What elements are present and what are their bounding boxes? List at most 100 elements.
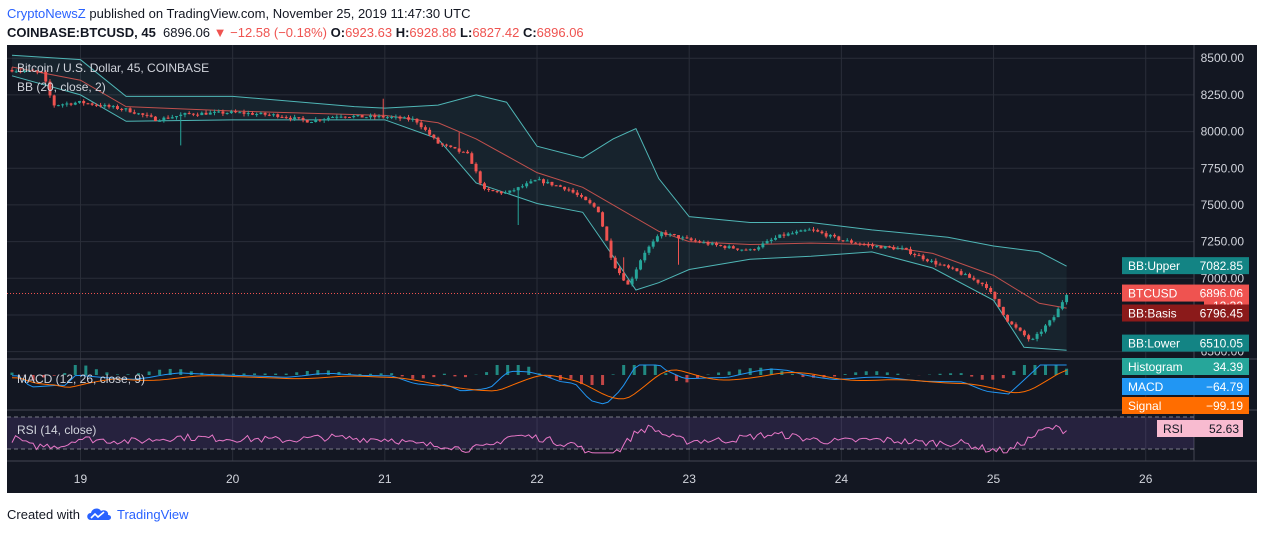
macd-histogram-bar xyxy=(42,375,46,378)
candle-body xyxy=(301,117,305,120)
candle-body xyxy=(356,115,360,117)
candle-body xyxy=(40,71,44,73)
macd-histogram-bar xyxy=(52,375,56,376)
candle-body xyxy=(1044,325,1047,332)
candle-body xyxy=(331,117,335,119)
value-label-background xyxy=(1122,334,1249,352)
chart-canvas[interactable]: 8500.00 8250.00 8000.00 7750.00 7500.00 7250.… xyxy=(7,45,1257,493)
candle-body xyxy=(263,112,267,115)
candle-body xyxy=(99,105,103,107)
candle-body xyxy=(925,259,929,262)
candle-body xyxy=(10,69,14,72)
candle-body xyxy=(369,115,373,118)
value-label-value: −64.79 xyxy=(1206,380,1243,394)
macd-histogram-bar xyxy=(833,375,837,377)
candle-body xyxy=(310,122,313,124)
candle-body xyxy=(575,192,579,196)
candle-body xyxy=(567,189,571,191)
candle-body xyxy=(120,108,124,110)
candle-body xyxy=(335,116,339,118)
candle-body xyxy=(339,116,343,118)
candle-body xyxy=(238,112,242,114)
value-label-value: 6510.05 xyxy=(1200,337,1244,351)
candle-body xyxy=(841,240,845,242)
candle-body xyxy=(875,246,879,248)
tradingview-link[interactable]: TradingView xyxy=(116,506,189,522)
x-axis-tick-label: 21 xyxy=(378,472,392,486)
candle-body xyxy=(255,114,259,116)
candle-body xyxy=(280,116,284,118)
candle-body xyxy=(752,249,756,251)
candle-body xyxy=(107,104,111,107)
candle-body xyxy=(795,231,799,234)
candle-body xyxy=(250,113,254,115)
y-axis-tick-label: 7000.00 xyxy=(1201,271,1245,285)
macd-histogram-bar xyxy=(769,368,773,375)
candle-body xyxy=(1060,302,1064,309)
candle-body xyxy=(984,284,988,288)
candle-body xyxy=(297,117,301,119)
candle-body xyxy=(149,115,153,117)
bollinger-upper-line xyxy=(11,54,1067,267)
macd-histogram-bar xyxy=(674,375,678,382)
macd-histogram-bar xyxy=(938,373,942,375)
rsi-band xyxy=(7,417,1194,449)
candle-body xyxy=(634,269,638,279)
macd-histogram-bar xyxy=(94,369,98,375)
candles xyxy=(7,67,1194,342)
candle-body xyxy=(499,191,503,194)
candle-body xyxy=(191,113,195,115)
candle-body xyxy=(588,200,592,204)
candle-body xyxy=(921,255,925,260)
candle-body xyxy=(284,117,288,119)
macd-histogram-bar xyxy=(31,375,35,381)
macd-histogram-bar xyxy=(63,373,67,375)
candle-body xyxy=(571,189,575,193)
macd-histogram-bar xyxy=(179,369,183,375)
candle-body xyxy=(837,236,841,241)
candle-body xyxy=(930,260,934,262)
candle-body xyxy=(1001,306,1005,315)
candle-body xyxy=(487,188,491,190)
candle-body xyxy=(137,113,141,115)
candle-body xyxy=(436,137,440,144)
candle-body xyxy=(592,203,596,207)
candle-body xyxy=(681,237,685,239)
candle-body xyxy=(272,114,276,116)
candle-body xyxy=(647,246,651,253)
macd-histogram-bar xyxy=(463,375,467,378)
macd-histogram-bar xyxy=(390,373,394,375)
candle-body xyxy=(360,115,364,118)
value-label-value: 6796.45 xyxy=(1200,307,1244,321)
candle-body xyxy=(731,246,735,249)
candle-body xyxy=(1048,320,1052,326)
candle-body xyxy=(288,117,292,120)
macd-histogram-bar xyxy=(369,373,373,375)
candle-body xyxy=(73,102,77,105)
candle-body xyxy=(596,206,600,213)
candle-body xyxy=(103,104,107,107)
candle-body xyxy=(267,114,271,116)
macd-histogram-bar xyxy=(569,375,573,379)
macd-histogram-bar xyxy=(601,375,605,385)
value-label-name: BB:Basis xyxy=(1128,307,1177,321)
candle-body xyxy=(546,181,550,184)
candle-body xyxy=(934,260,938,265)
macd-histogram-bar xyxy=(400,375,404,377)
author-link[interactable]: CryptoNewsZ xyxy=(7,6,86,21)
macd-histogram-bar xyxy=(738,369,742,375)
price-chart[interactable]: 8500.00 8250.00 8000.00 7750.00 7500.00 7250.… xyxy=(7,45,1257,493)
candle-body xyxy=(799,230,803,232)
candle-body xyxy=(668,234,672,236)
candle-body xyxy=(44,71,48,82)
candle-body xyxy=(972,277,976,280)
candle-body xyxy=(90,103,94,105)
candle-body xyxy=(326,117,330,120)
candle-body xyxy=(153,116,157,122)
candle-body xyxy=(322,119,326,121)
candle-body xyxy=(714,243,718,246)
candle-body xyxy=(706,242,710,245)
signal-line xyxy=(11,369,1067,400)
candle-body xyxy=(428,129,432,135)
macd-histogram-bar xyxy=(263,373,267,375)
